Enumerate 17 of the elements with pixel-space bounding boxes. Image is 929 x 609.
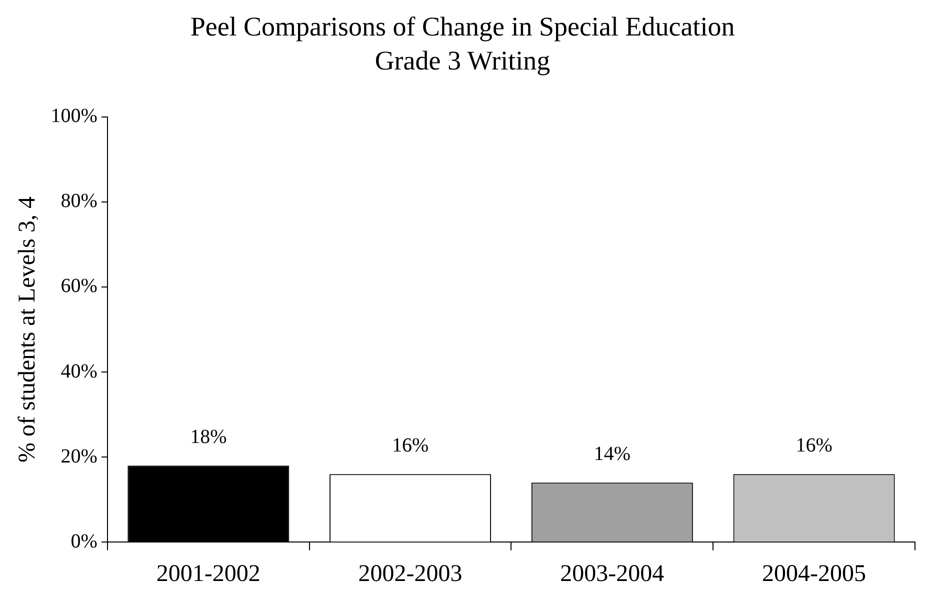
data-label: 18% bbox=[190, 426, 227, 448]
data-label: 16% bbox=[796, 434, 832, 456]
data-label: 14% bbox=[594, 442, 631, 465]
y-tick-label: 80% bbox=[60, 190, 98, 212]
x-tick-label: 2001-2002 bbox=[156, 560, 260, 587]
chart-title: Peel Comparisons of Change in Special Education bbox=[190, 11, 736, 42]
y-axis-title: % of students at Levels 3, 4 bbox=[14, 196, 41, 462]
y-tick-label: 0% bbox=[70, 530, 98, 552]
y-tick-label: 40% bbox=[60, 360, 98, 382]
data-label: 16% bbox=[392, 434, 429, 456]
y-tick-label: 20% bbox=[60, 445, 98, 468]
y-tick-label: 60% bbox=[60, 275, 98, 298]
x-tick-label: 2003-2004 bbox=[560, 560, 664, 587]
x-tick-label: 2004-2005 bbox=[762, 560, 866, 587]
x-tick-label: 2002-2003 bbox=[358, 560, 462, 587]
y-tick-label: 100% bbox=[50, 105, 98, 128]
chart-subtitle: Grade 3 Writing bbox=[374, 46, 550, 76]
